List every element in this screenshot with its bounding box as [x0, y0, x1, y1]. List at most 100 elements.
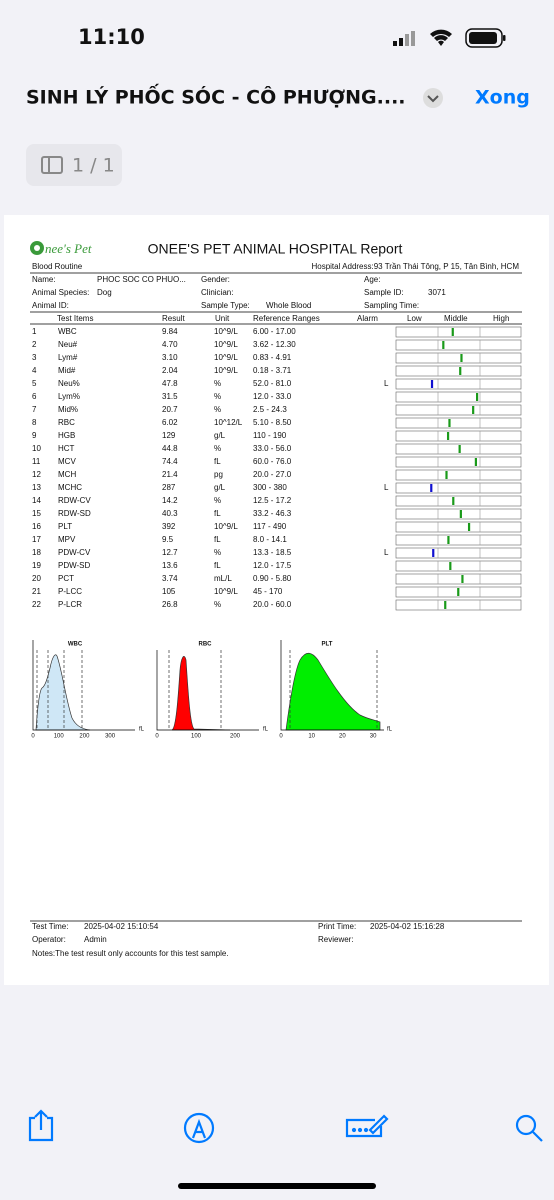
form-button[interactable]	[345, 1114, 389, 1138]
row-number: 19	[32, 561, 41, 570]
result-marker	[457, 588, 460, 596]
reference-range: 5.10 - 8.50	[253, 418, 292, 427]
done-button[interactable]: Xong	[475, 87, 530, 109]
result: 287	[162, 483, 176, 492]
reference-range: 0.83 - 4.91	[253, 353, 292, 362]
row-number: 12	[32, 470, 41, 479]
result-marker	[460, 354, 463, 362]
logo-text: nee's Pet	[45, 241, 92, 256]
value: Whole Blood	[266, 301, 311, 310]
unit: 10^9/L	[214, 353, 238, 362]
range-bar	[395, 404, 522, 416]
logo: nee's Pet	[30, 241, 92, 256]
result: 14.2	[162, 496, 178, 505]
home-indicator	[178, 1183, 376, 1189]
range-bar	[395, 482, 522, 494]
report-subtitle: Blood Routine	[32, 262, 83, 271]
test-item: Neu%	[58, 379, 80, 388]
result-marker	[449, 562, 452, 570]
range-bar	[395, 443, 522, 455]
reference-range: 0.18 - 3.71	[253, 366, 292, 375]
unit: fL	[214, 535, 221, 544]
status-icons	[393, 28, 506, 48]
histogram-tick: 0	[155, 734, 159, 740]
unit: 10^9/L	[214, 327, 238, 336]
document-title: SINH LÝ PHỐC SÓC - CÔ PHƯỢNG....	[26, 83, 406, 109]
range-bar	[395, 378, 522, 390]
result: 12.7	[162, 548, 178, 557]
histogram-tick: 20	[339, 734, 346, 740]
reference-range: 52.0 - 81.0	[253, 379, 292, 388]
test-item: MCHC	[58, 483, 82, 492]
range-bar	[395, 508, 522, 520]
histogram-title: RBC	[199, 642, 213, 648]
reference-range: 13.3 - 18.5	[253, 548, 292, 557]
label: Reviewer:	[318, 935, 354, 944]
row-number: 14	[32, 496, 41, 505]
result-marker	[430, 484, 433, 492]
range-bar	[395, 417, 522, 429]
histogram-tick: 200	[79, 734, 90, 740]
test-item: HCT	[58, 444, 75, 453]
unit: fL	[214, 561, 221, 570]
unit: %	[214, 392, 221, 401]
result-marker	[444, 601, 447, 609]
test-item: HGB	[58, 431, 75, 440]
markup-button[interactable]	[183, 1112, 215, 1144]
result: 2.04	[162, 366, 178, 375]
result-marker	[461, 575, 464, 583]
test-item: P-LCC	[58, 587, 82, 596]
column-header: High	[493, 314, 509, 323]
test-item: PDW-SD	[58, 561, 91, 570]
title-menu[interactable]	[423, 88, 443, 108]
address: Hospital Address:93 Trần Thái Tông, P 15…	[311, 262, 519, 271]
test-item: MCH	[58, 470, 76, 479]
unit: mL/L	[214, 574, 232, 583]
test-item: Lym%	[58, 392, 80, 401]
histogram-tick: 30	[370, 734, 377, 740]
unit: 10^9/L	[214, 340, 238, 349]
share-button[interactable]	[28, 1109, 54, 1142]
row-number: 6	[32, 392, 37, 401]
column-header: Result	[162, 314, 185, 323]
histogram-tick: 100	[54, 734, 65, 740]
histogram-title: WBC	[68, 642, 83, 648]
reference-range: 117 - 490	[253, 522, 287, 531]
result-marker	[467, 523, 471, 531]
value: Admin	[84, 935, 107, 944]
test-item: P-LCR	[58, 600, 82, 609]
page-indicator[interactable]: 1 / 1	[26, 144, 122, 186]
row-number: 8	[32, 418, 37, 427]
result-marker	[474, 458, 477, 466]
row-number: 16	[32, 522, 41, 531]
label: Age:	[364, 275, 380, 284]
label: Clinician:	[201, 288, 233, 297]
reference-range: 12.0 - 33.0	[253, 392, 292, 401]
histogram-tick: 0	[31, 734, 35, 740]
unit: %	[214, 405, 221, 414]
result-marker	[442, 341, 445, 349]
test-item: Neu#	[58, 340, 78, 349]
unit: fL	[214, 457, 221, 466]
reference-range: 20.0 - 27.0	[253, 470, 292, 479]
histogram-unit: fL	[263, 727, 269, 733]
label: Sample Type:	[201, 301, 250, 310]
result-marker	[459, 367, 462, 375]
unit: g/L	[214, 483, 226, 492]
reference-range: 3.62 - 12.30	[253, 340, 296, 349]
footer: Test Time: 2025-04-02 15:10:54 Print Tim…	[32, 922, 445, 958]
histogram-tick: 100	[191, 734, 202, 740]
test-item: Mid#	[58, 366, 76, 375]
test-item: PLT	[58, 522, 72, 531]
reference-range: 33.0 - 56.0	[253, 444, 292, 453]
search-button[interactable]	[515, 1114, 543, 1142]
histogram-tick: 300	[105, 734, 116, 740]
result: 13.6	[162, 561, 178, 570]
range-bar	[395, 521, 522, 533]
unit: g/L	[214, 431, 226, 440]
result: 21.4	[162, 470, 178, 479]
status-time: 11:10	[78, 25, 145, 49]
label: Animal ID:	[32, 301, 69, 310]
histogram-unit: fL	[387, 727, 393, 733]
